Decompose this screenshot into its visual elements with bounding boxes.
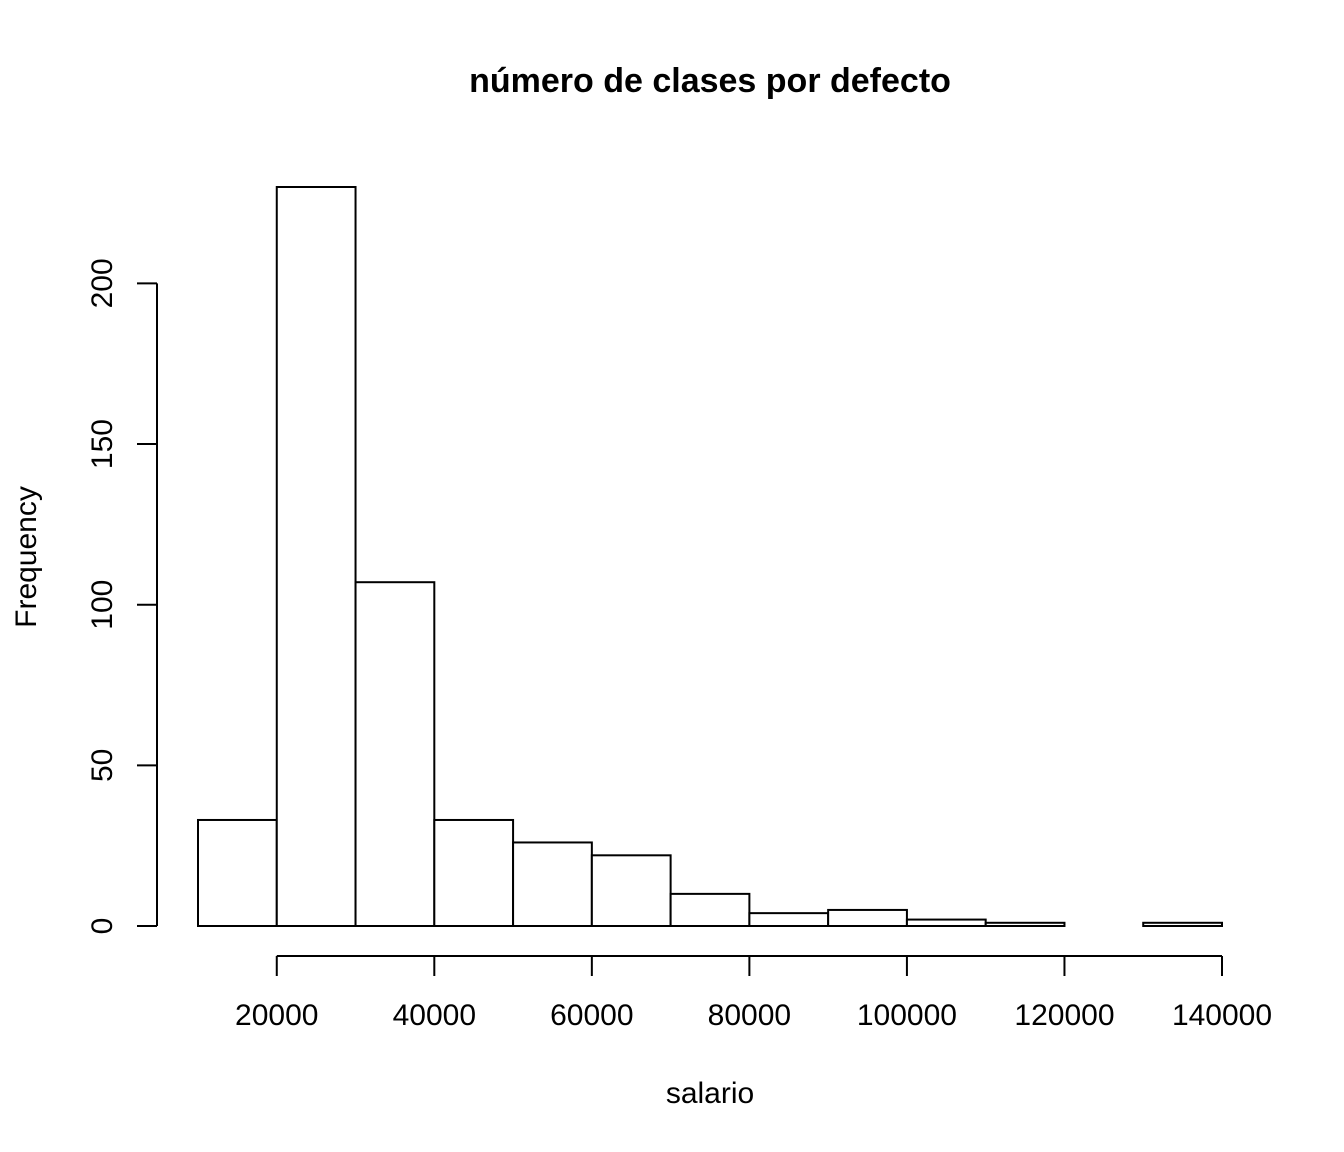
x-tick-label-0: 20000 (235, 999, 318, 1032)
histogram-bars (197, 186, 1223, 928)
histogram-bar-3 (433, 818, 515, 927)
histogram-bar-7 (748, 912, 830, 928)
histogram-bar-6 (669, 892, 751, 928)
y-tick-label-0: 0 (86, 918, 119, 935)
histogram-bar-12 (1142, 921, 1223, 927)
x-axis: 20000 40000 60000 80000 100000 120000 140000 (235, 955, 1272, 1032)
x-tick-label-2: 60000 (550, 999, 633, 1032)
histogram-bar-1 (275, 186, 357, 927)
x-tick-label-4: 100000 (857, 999, 957, 1032)
y-tick-label-3: 150 (86, 419, 119, 469)
y-tick-label-4: 200 (86, 258, 119, 308)
y-axis: 0 50 100 150 200 (86, 258, 158, 935)
histogram-bar-0 (197, 818, 278, 927)
x-axis-label: salario (666, 1077, 754, 1110)
histogram-bar-10 (984, 921, 1066, 927)
histogram-bar-5 (590, 854, 672, 928)
x-tick-label-1: 40000 (393, 999, 476, 1032)
chart-title: número de clases por defecto (469, 62, 951, 100)
histogram-bar-2 (354, 581, 436, 927)
y-axis-label: Frequency (10, 486, 43, 628)
x-tick-label-5: 120000 (1014, 999, 1114, 1032)
x-tick-label-6: 140000 (1172, 999, 1272, 1032)
histogram-bar-8 (827, 908, 908, 927)
x-tick-label-3: 80000 (708, 999, 791, 1032)
histogram-bar-9 (905, 918, 987, 928)
y-tick-label-1: 50 (86, 749, 119, 782)
y-tick-label-2: 100 (86, 580, 119, 630)
histogram-bar-4 (512, 841, 593, 928)
